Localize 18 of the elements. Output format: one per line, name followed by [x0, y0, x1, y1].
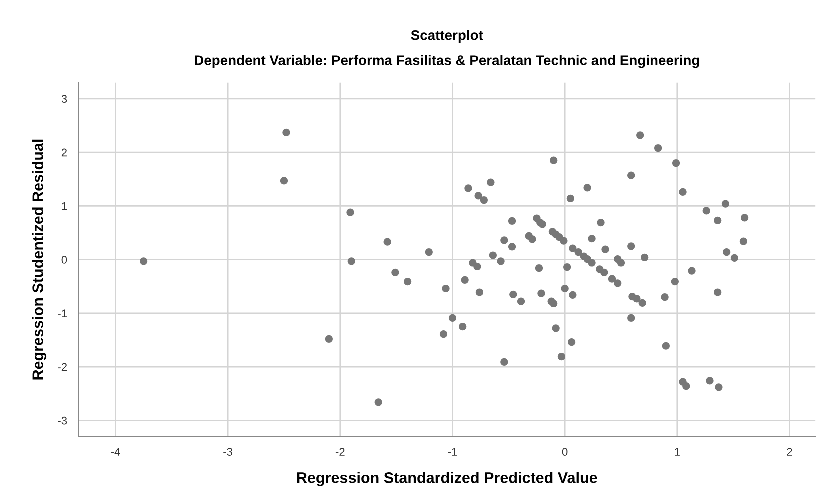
- x-tick-label: 1: [675, 448, 680, 456]
- y-tick-label: 0: [62, 256, 68, 264]
- x-tick-label: -1: [448, 448, 458, 456]
- y-tick-label: -2: [58, 363, 67, 372]
- y-tick-label: 2: [62, 148, 67, 157]
- y-axis-title: Regression Studentized Residual: [32, 140, 47, 380]
- x-tick-label: -2: [336, 448, 345, 456]
- x-tick-label: -3: [224, 448, 233, 456]
- y-tick-label: -1: [58, 310, 68, 318]
- chart-title: Scatterplot: [411, 30, 484, 44]
- y-tick-label: 3: [62, 95, 68, 104]
- x-axis-title: Regression Standardized Predicted Value: [297, 472, 598, 486]
- x-tick-label: 0: [562, 448, 568, 456]
- x-tick-label: -4: [111, 448, 120, 456]
- y-tick-label: -3: [58, 416, 68, 425]
- x-tick-label: 2: [787, 448, 792, 456]
- chart-subtitle: Dependent Variable: Performa Fasilitas & Peralatan Technic and Engineering: [195, 55, 700, 68]
- y-tick-label: 1: [62, 202, 68, 210]
